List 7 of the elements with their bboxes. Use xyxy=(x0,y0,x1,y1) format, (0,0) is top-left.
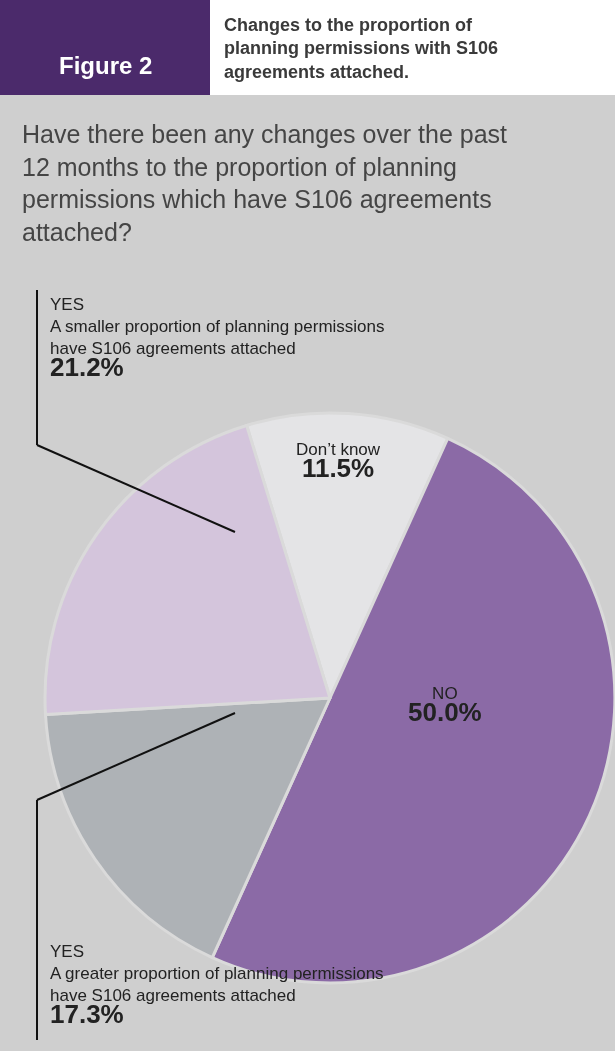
slice-label: YES A smaller proportion of planning permissions have S106 agreements attached xyxy=(50,295,385,359)
caption: Figure 2 xyxy=(59,52,153,79)
slice-label: YES A greater proportion of planning permissions have S106 agreements attached xyxy=(50,942,384,1006)
slice-label: NO xyxy=(432,684,458,703)
slice-label: Don’t know xyxy=(296,440,381,459)
chart-subtitle: Have there been any changes over the past 12 months to the proportion of planning permissions which have S106 agreements attached? xyxy=(22,120,508,246)
chart-title: Changes to the proportion of planning permissions with S106 agreements attached. xyxy=(224,15,499,82)
